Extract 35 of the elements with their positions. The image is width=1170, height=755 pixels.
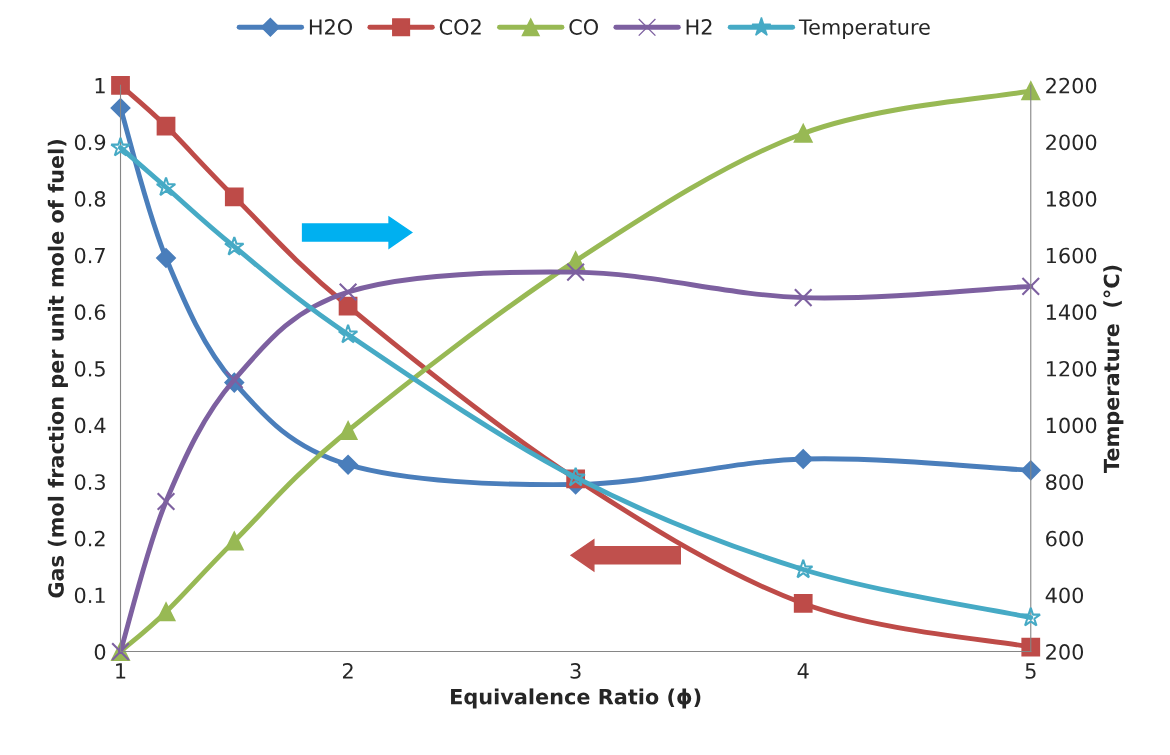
x-axis-title: Equivalence Ratio (ϕ)	[451, 688, 701, 709]
y-tick-label: 0.7	[74, 247, 105, 264]
y-tick-label: 0.5	[74, 360, 105, 377]
legend-label: CO2	[439, 19, 481, 35]
y-tick-label: 0.4	[74, 417, 106, 434]
legend-label: H2	[686, 19, 712, 35]
x-tick-label: 1	[116, 663, 126, 679]
y2-tick-label: 600	[1046, 530, 1084, 547]
legend-label: Temperature	[798, 19, 930, 39]
x-tick-label: 3	[570, 663, 581, 679]
y-tick-label: 0.8	[74, 191, 106, 207]
y-tick-label: 0.3	[74, 474, 105, 490]
y2-tick-label: 1200	[1046, 360, 1097, 377]
y-tick-label: 0.2	[74, 530, 105, 547]
y2-tick-label: 400	[1045, 587, 1084, 604]
y2-tick-label: 2200	[1046, 77, 1097, 94]
y-tick-label: 0.9	[74, 134, 106, 151]
y-axis-title: Gas (mol fraction per unit mole of fuel)	[47, 140, 68, 598]
y2-axis-title: Temperature (°C)	[1103, 265, 1124, 473]
x-tick-label: 5	[1025, 663, 1036, 679]
y-tick-label: 0	[94, 644, 106, 660]
y2-tick-label: 1000	[1046, 417, 1097, 434]
y2-tick-label: 1400	[1046, 304, 1097, 321]
y-tick-label: 0.1	[74, 587, 105, 604]
legend-label: H2O	[309, 19, 353, 35]
y2-tick-label: 800	[1046, 474, 1084, 490]
y-tick-label: 1	[95, 78, 105, 94]
x-tick-label: 4	[797, 663, 809, 679]
y-tick-label: 0.6	[74, 304, 106, 321]
x-tick-label: 2	[342, 663, 353, 679]
y2-tick-label: 200	[1046, 644, 1084, 660]
legend-label: CO	[569, 19, 598, 35]
y2-tick-label: 1800	[1046, 191, 1097, 207]
y2-tick-label: 1600	[1046, 247, 1097, 264]
y2-tick-label: 2000	[1046, 134, 1097, 151]
